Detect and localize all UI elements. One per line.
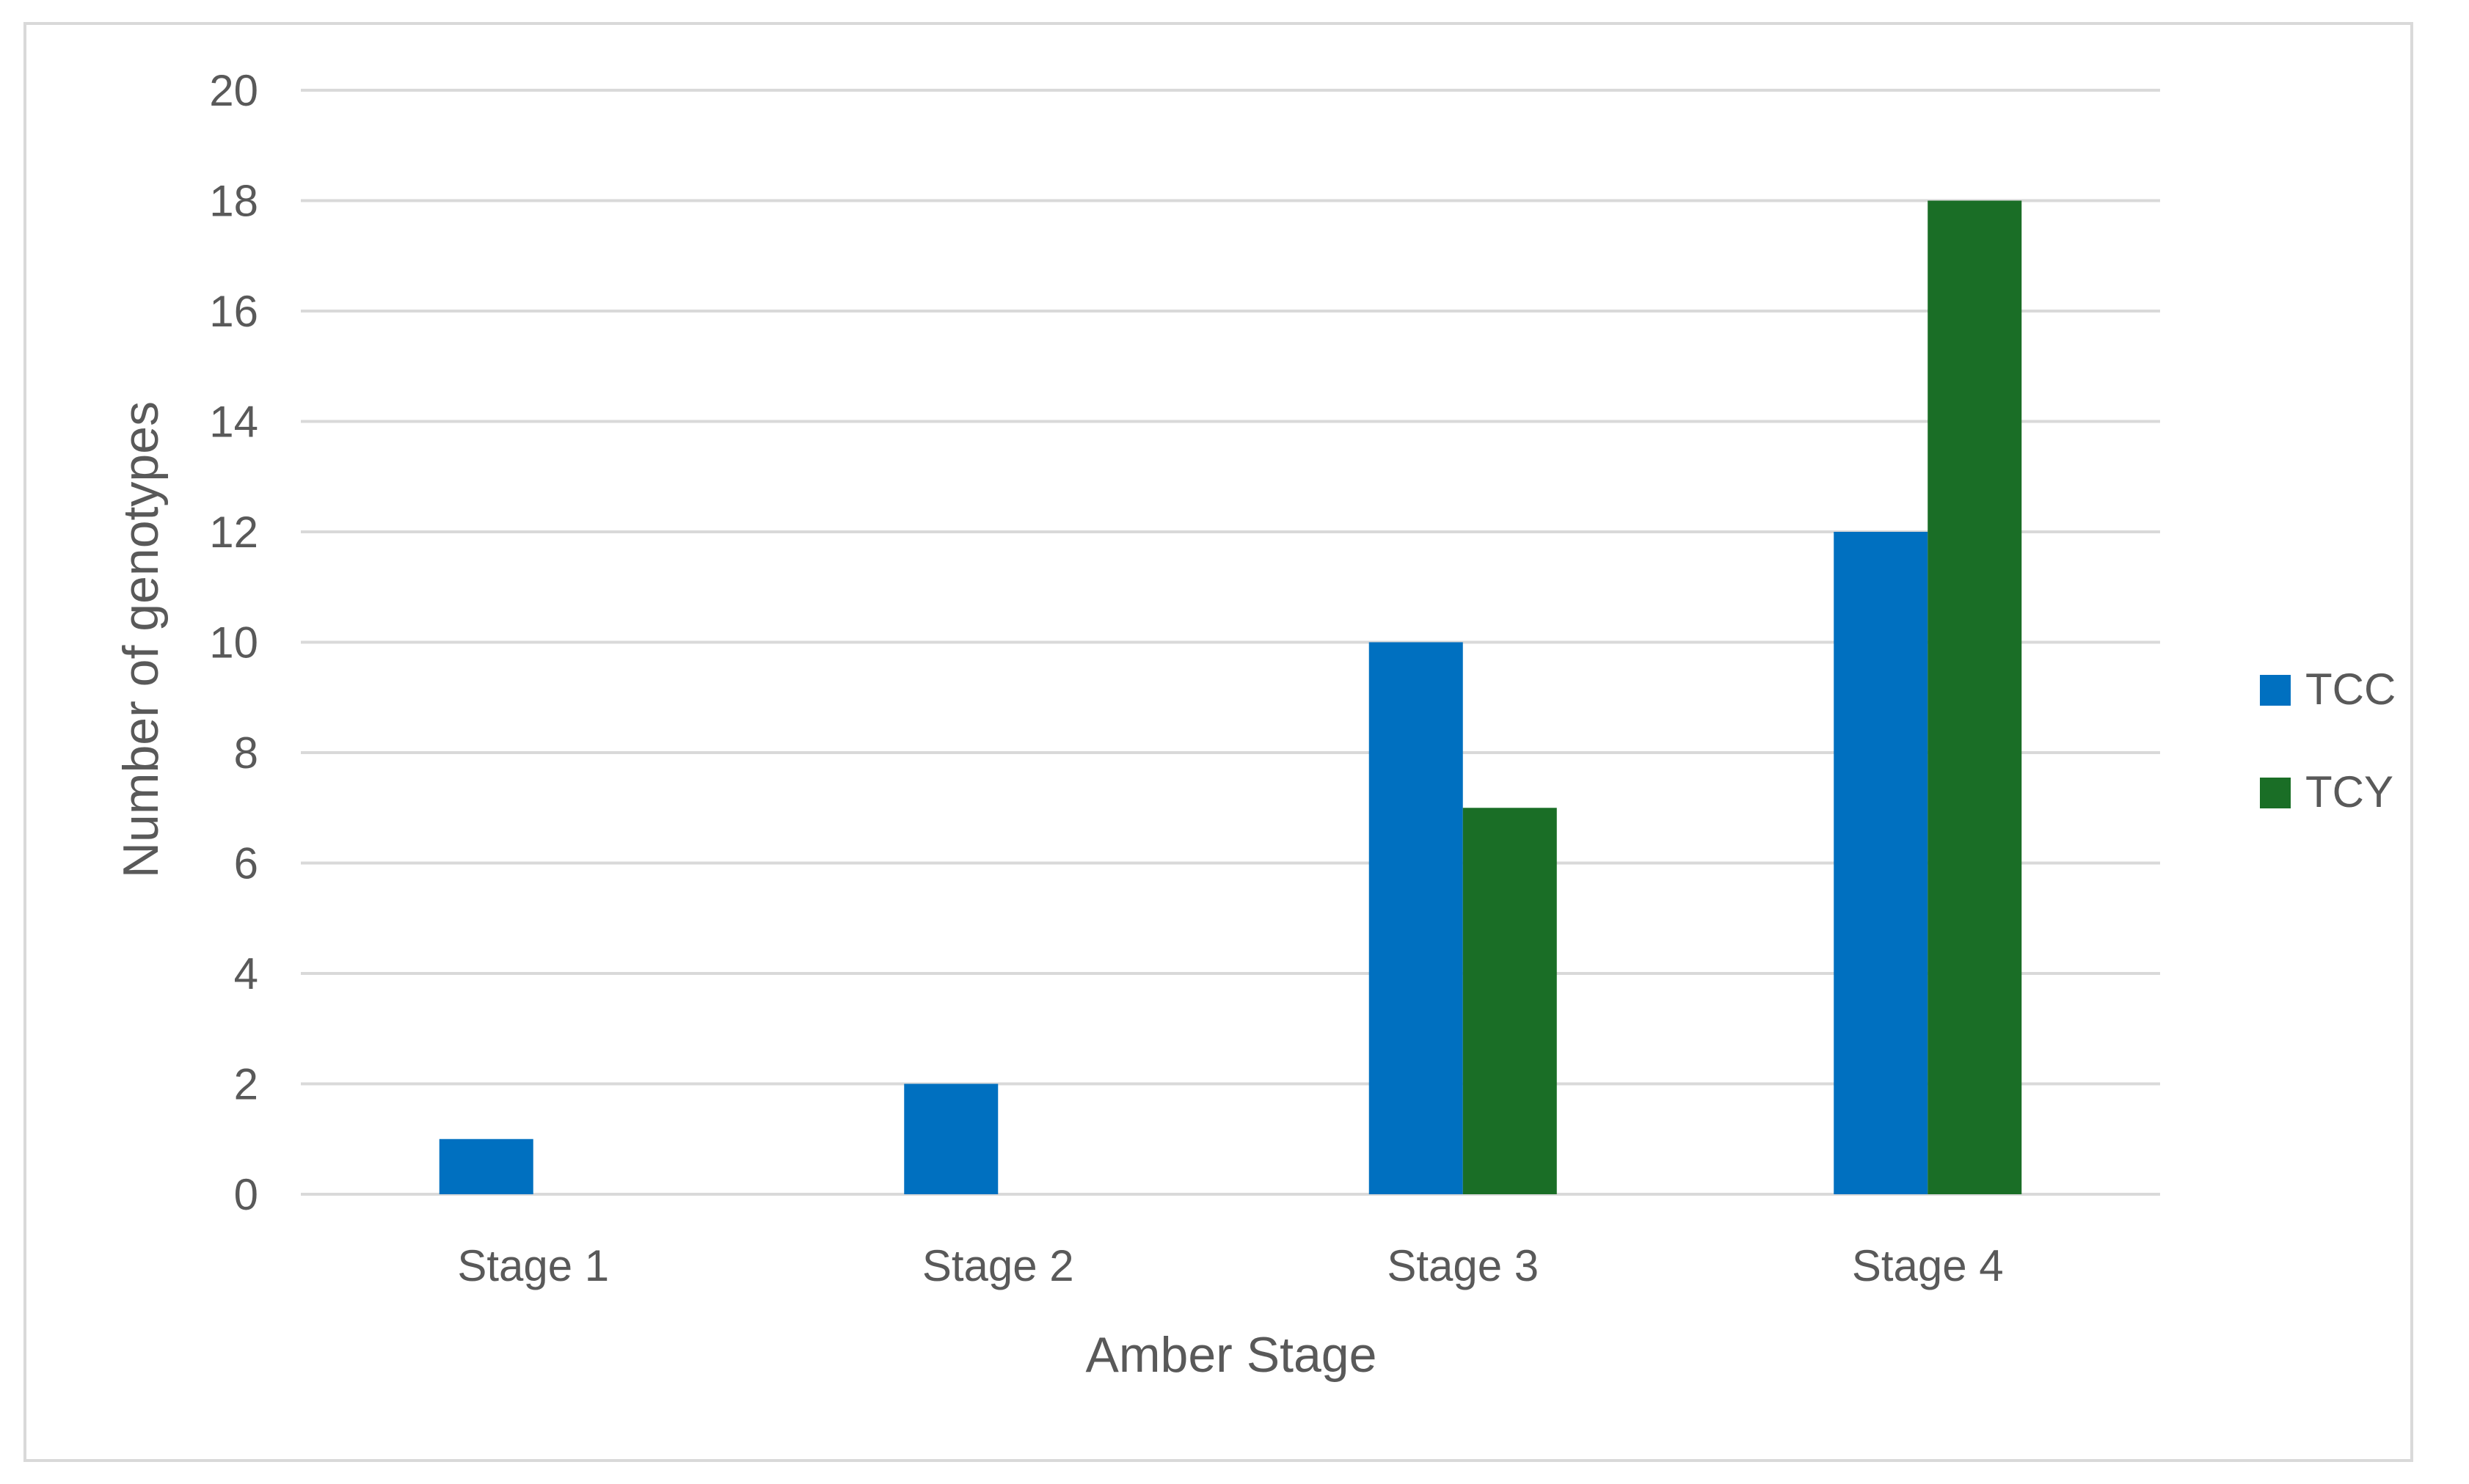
legend: TCC TCY — [2260, 665, 2396, 816]
x-tick-label: Stage 1 — [457, 1241, 609, 1290]
y-axis-title: Number of genotypes — [113, 401, 169, 878]
bar-tcc-stage-3 — [1368, 642, 1463, 1194]
legend-label-tcy: TCY — [2305, 767, 2393, 816]
y-tick-label: 4 — [234, 949, 258, 998]
bar-tcy-stage-4 — [1928, 200, 2022, 1194]
y-tick-label: 10 — [209, 618, 258, 668]
x-tick-label: Stage 3 — [1387, 1241, 1539, 1290]
bar-tcc-stage-1 — [439, 1138, 533, 1194]
y-tick-label: 2 — [234, 1060, 258, 1109]
y-tick-label: 0 — [234, 1170, 258, 1219]
legend-label-tcc: TCC — [2305, 665, 2396, 714]
y-tick-label: 18 — [209, 177, 258, 226]
y-tick-label: 8 — [234, 728, 258, 778]
legend-swatch-tcc — [2260, 675, 2291, 706]
legend-swatch-tcy — [2260, 778, 2291, 808]
y-tick-label: 14 — [209, 398, 258, 447]
bar-tcc-stage-2 — [904, 1083, 999, 1194]
x-tick-label: Stage 2 — [922, 1241, 1074, 1290]
x-tick-label: Stage 4 — [1852, 1241, 2004, 1290]
y-tick-label: 12 — [209, 508, 258, 557]
y-tick-label: 20 — [209, 66, 258, 115]
y-tick-labels: 0 2 4 6 8 10 12 14 16 18 20 — [209, 66, 258, 1219]
bars — [439, 200, 2022, 1194]
y-tick-label: 16 — [209, 287, 258, 336]
x-tick-labels: Stage 1 Stage 2 Stage 3 Stage 4 — [457, 1241, 2003, 1290]
bar-tcc-stage-4 — [1834, 532, 1928, 1194]
x-axis-title: Amber Stage — [1086, 1327, 1377, 1383]
y-tick-label: 6 — [234, 839, 258, 888]
bar-tcy-stage-3 — [1462, 808, 1557, 1194]
